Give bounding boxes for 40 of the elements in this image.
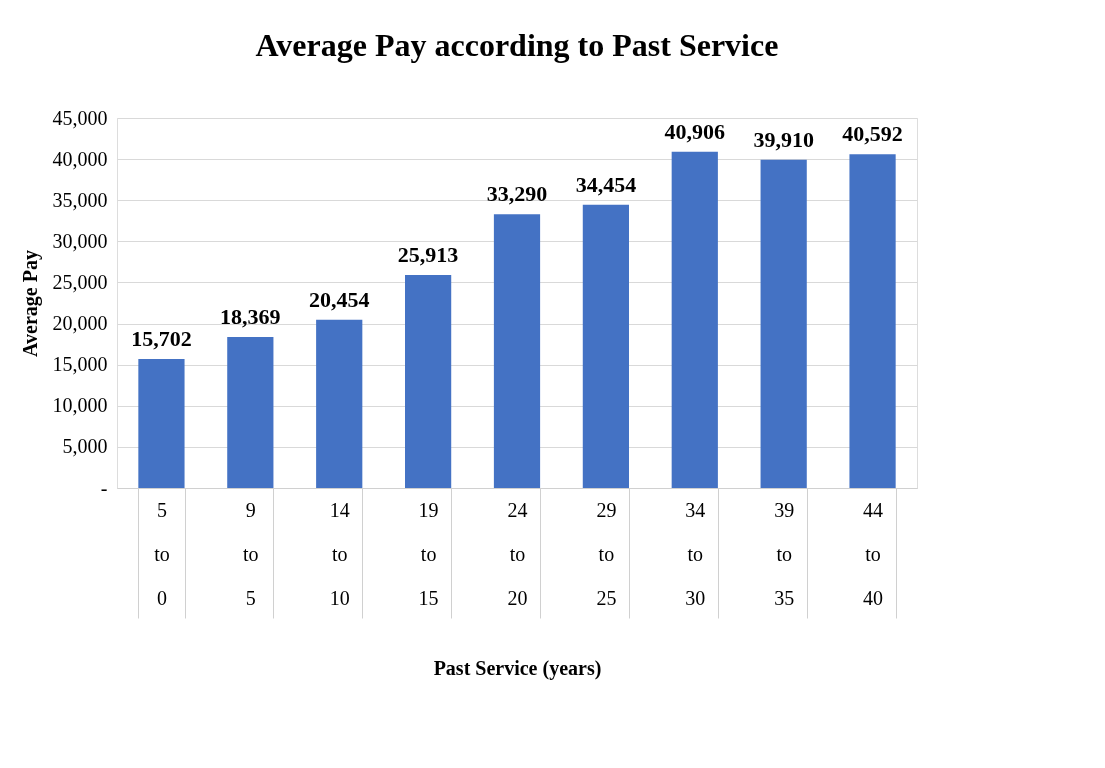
y-tick-label: 10,000 <box>52 394 108 417</box>
chart-title: Average Pay according to Past Service <box>255 27 779 63</box>
y-tick-label: 15,000 <box>52 353 108 376</box>
data-label: 18,369 <box>220 303 281 329</box>
x-tick-label: 34 to 30 <box>685 498 706 609</box>
y-tick-label: 20,000 <box>52 312 108 335</box>
x-axis-title: Past Service (years) <box>433 657 602 680</box>
data-label: 15,702 <box>131 325 192 351</box>
y-tick-label: 25,000 <box>52 270 108 293</box>
data-label: 34,454 <box>575 171 637 197</box>
x-tick-label: 24 to 20 <box>507 498 528 609</box>
bar <box>493 214 541 488</box>
data-label: 25,913 <box>397 241 459 267</box>
data-label: 20,454 <box>308 286 370 312</box>
data-label: 40,592 <box>842 121 903 147</box>
x-tick-label: 29 to 25 <box>596 498 617 609</box>
y-axis-title: Average Pay <box>18 250 42 357</box>
x-tick-label: 19 to 15 <box>418 498 439 609</box>
y-tick-label: 5,000 <box>62 435 108 458</box>
bar <box>316 319 363 488</box>
data-label: 40,906 <box>664 118 726 144</box>
bar <box>582 204 629 488</box>
y-tick-label: 35,000 <box>52 188 108 211</box>
bar <box>138 358 185 488</box>
bar <box>760 159 807 488</box>
y-tick-label: - <box>100 476 108 499</box>
x-tick-label: 9 to 5 <box>243 498 259 609</box>
data-label: 39,910 <box>753 126 814 152</box>
x-tick-label: 14 to 10 <box>329 498 350 609</box>
x-tick-label: 5 to 0 <box>154 498 170 609</box>
x-tick-label: 44 to 40 <box>863 498 884 609</box>
data-label: 33,290 <box>486 181 548 207</box>
y-tick-label: 45,000 <box>52 106 108 129</box>
x-tick-label: 39 to 35 <box>774 498 795 609</box>
bar <box>227 336 274 488</box>
y-tick-label: 40,000 <box>52 147 108 170</box>
bar <box>849 154 896 488</box>
y-tick-label: 30,000 <box>52 229 108 252</box>
bar <box>405 274 452 488</box>
bar <box>671 151 718 488</box>
